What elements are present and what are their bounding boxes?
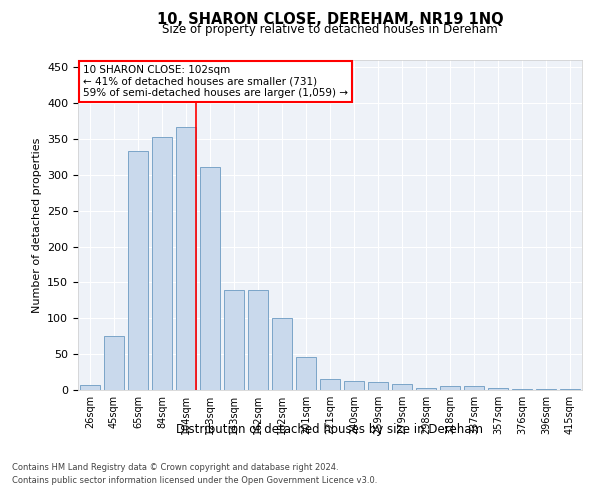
Bar	[488, 388, 508, 390]
Text: Size of property relative to detached houses in Dereham: Size of property relative to detached ho…	[162, 22, 498, 36]
Bar	[392, 384, 412, 390]
Text: Contains public sector information licensed under the Open Government Licence v3: Contains public sector information licen…	[12, 476, 377, 485]
Bar	[344, 380, 364, 390]
Bar	[80, 385, 100, 390]
Text: 10 SHARON CLOSE: 102sqm
← 41% of detached houses are smaller (731)
59% of semi-d: 10 SHARON CLOSE: 102sqm ← 41% of detache…	[83, 65, 348, 98]
Bar	[440, 386, 460, 390]
Bar	[248, 290, 268, 390]
Bar	[272, 318, 292, 390]
Bar	[152, 137, 172, 390]
Bar	[104, 336, 124, 390]
Text: Contains HM Land Registry data © Crown copyright and database right 2024.: Contains HM Land Registry data © Crown c…	[12, 464, 338, 472]
Bar	[296, 357, 316, 390]
Bar	[416, 388, 436, 390]
Bar	[560, 388, 580, 390]
Bar	[224, 290, 244, 390]
Bar	[320, 378, 340, 390]
Bar	[128, 151, 148, 390]
Y-axis label: Number of detached properties: Number of detached properties	[32, 138, 41, 312]
Bar	[512, 388, 532, 390]
Bar	[200, 167, 220, 390]
Text: 10, SHARON CLOSE, DEREHAM, NR19 1NQ: 10, SHARON CLOSE, DEREHAM, NR19 1NQ	[157, 12, 503, 28]
Bar	[464, 386, 484, 390]
Bar	[368, 382, 388, 390]
Text: Distribution of detached houses by size in Dereham: Distribution of detached houses by size …	[176, 422, 484, 436]
Bar	[176, 126, 196, 390]
